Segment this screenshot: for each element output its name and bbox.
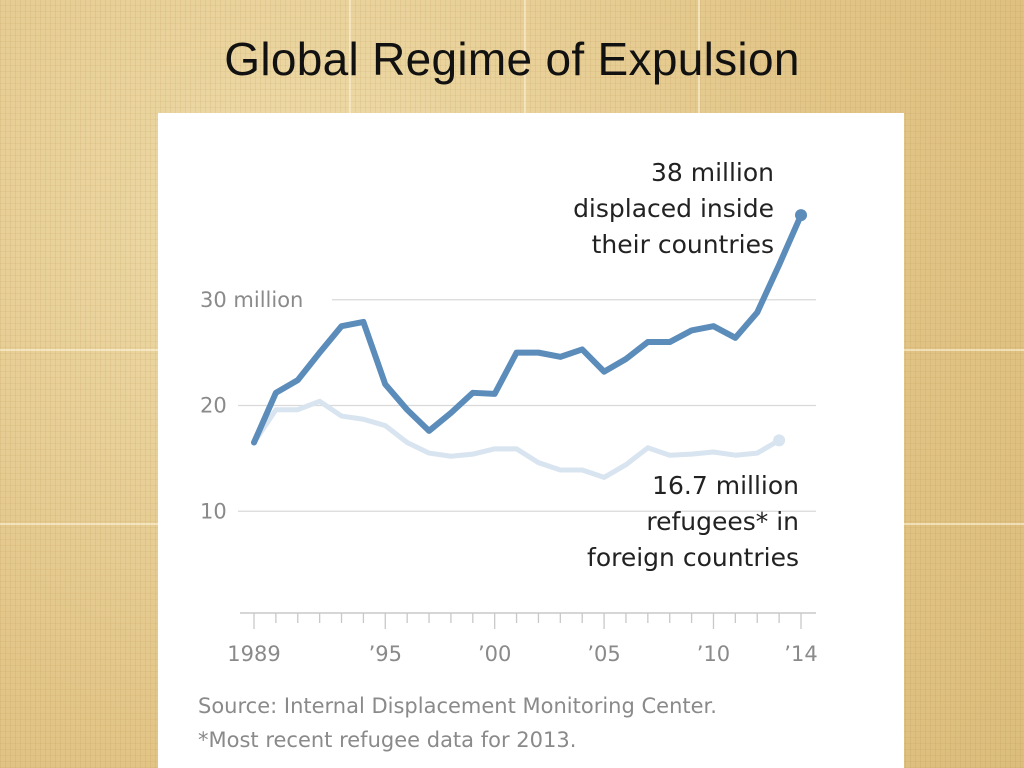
tile-seam <box>349 0 351 113</box>
y-tick-label: 20 <box>200 394 227 418</box>
x-tick-label: ’00 <box>478 642 511 666</box>
refugees-line <box>251 398 782 480</box>
refugees-annotation-line: foreign countries <box>587 543 799 572</box>
x-tick-label: ’95 <box>369 642 402 666</box>
displaced-endpoint <box>795 209 807 222</box>
x-tick-label: ’14 <box>784 642 817 666</box>
displaced-annotation-line: 38 million <box>651 158 774 187</box>
displaced-annotation-line: their countries <box>592 230 774 259</box>
displaced-annotation-line: displaced inside <box>573 194 774 223</box>
footnote: *Most recent refugee data for 2013. <box>198 728 577 752</box>
displaced-line <box>251 212 804 446</box>
tile-seam <box>698 0 700 113</box>
slide-title: Global Regime of Expulsion <box>224 33 800 85</box>
x-tick-label: ’10 <box>697 642 730 666</box>
x-tick-label: 1989 <box>227 642 280 666</box>
chart-panel: 30 million 20 10 1989 ’95 ’00 ’05 ’10 ’14 38 mill… <box>158 113 904 768</box>
tile-seam <box>524 0 526 113</box>
y-tick-label: 10 <box>200 499 227 523</box>
y-tick-label: 30 million <box>200 288 303 312</box>
refugees-endpoint <box>773 434 786 447</box>
refugees-annotation-line: refugees* in <box>646 507 799 536</box>
x-tick-label: ’05 <box>587 642 620 666</box>
line-chart: 30 million 20 10 1989 ’95 ’00 ’05 ’10 ’14 38 mill… <box>200 158 818 666</box>
source-note: Source: Internal Displacement Monitoring… <box>198 694 717 718</box>
refugees-annotation-line: 16.7 million <box>652 471 799 500</box>
